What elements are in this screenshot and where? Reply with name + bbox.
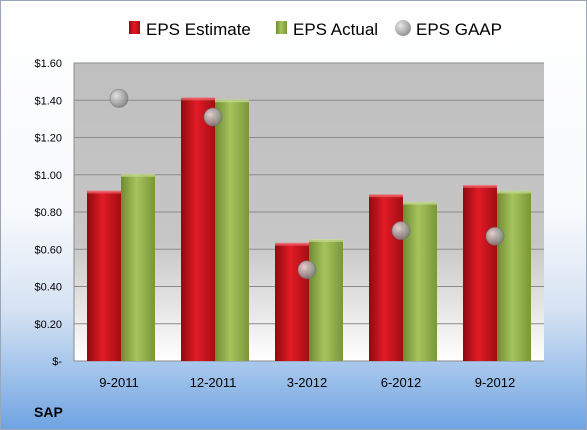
bar-eps-actual-cap (215, 99, 249, 103)
y-tick-label: $1.40 (34, 95, 62, 107)
bar-eps-estimate-cap (181, 97, 215, 101)
y-tick-label: $0.40 (34, 282, 62, 294)
legend-item-eps-gaap: EPS GAAP (395, 20, 502, 39)
bar-eps-estimate (463, 185, 497, 361)
legend-item-eps-actual: EPS Actual (276, 20, 378, 39)
bar-eps-estimate (87, 191, 121, 361)
y-tick-label: $1.00 (34, 170, 62, 182)
y-axis-ticks: $- $0.20 $0.40 $0.60 $0.80 $1.00 $1.20 $1.40 $1.… (34, 58, 62, 368)
y-tick-label: $- (52, 356, 62, 368)
bar-eps-actual (309, 239, 343, 361)
x-tick-label: 12-2011 (190, 375, 237, 390)
company-label: SAP (34, 404, 63, 420)
bar-eps-actual-cap (403, 201, 437, 205)
x-tick-label: 9-2012 (475, 375, 515, 390)
bar-eps-estimate-cap (87, 190, 121, 194)
y-tick-label: $0.80 (34, 207, 62, 219)
bar-eps-estimate (369, 195, 403, 361)
marker-eps-gaap (485, 226, 505, 246)
y-tick-label: $0.20 (34, 319, 62, 331)
x-axis-ticks: 9-2011 12-2011 3-2012 6-2012 9-2012 (99, 375, 515, 390)
y-tick-label: $0.60 (34, 244, 62, 256)
x-tick-label: 3-2012 (287, 375, 327, 390)
legend-swatch-eps-gaap (395, 20, 411, 36)
x-tick-label: 9-2011 (99, 375, 139, 390)
bar-eps-actual (215, 100, 249, 361)
bar-eps-actual-cap (309, 238, 343, 242)
y-tick-label: $1.20 (34, 133, 62, 145)
legend-label-eps-actual: EPS Actual (293, 20, 378, 39)
bar-eps-estimate-cap (275, 242, 309, 246)
marker-eps-gaap (109, 88, 129, 108)
gaap-markers (109, 88, 505, 280)
bar-eps-estimate-cap (369, 194, 403, 198)
legend: EPS Estimate EPS Actual EPS GAAP (129, 20, 502, 39)
marker-eps-gaap (203, 107, 223, 127)
bars (87, 97, 531, 361)
x-tick-label: 6-2012 (381, 375, 421, 390)
marker-eps-gaap (391, 221, 411, 241)
legend-label-eps-estimate: EPS Estimate (146, 20, 251, 39)
bar-eps-actual-cap (497, 190, 531, 194)
bar-eps-estimate (181, 98, 215, 361)
y-tick-label: $1.60 (34, 58, 62, 70)
marker-eps-gaap (297, 260, 317, 280)
bar-eps-estimate-cap (463, 184, 497, 188)
legend-swatch-eps-actual (276, 21, 287, 34)
bar-eps-actual (497, 191, 531, 361)
legend-swatch-eps-estimate (129, 21, 140, 34)
bar-eps-actual-cap (121, 173, 155, 177)
bar-eps-actual (121, 174, 155, 361)
legend-label-eps-gaap: EPS GAAP (416, 20, 502, 39)
legend-item-eps-estimate: EPS Estimate (129, 20, 251, 39)
